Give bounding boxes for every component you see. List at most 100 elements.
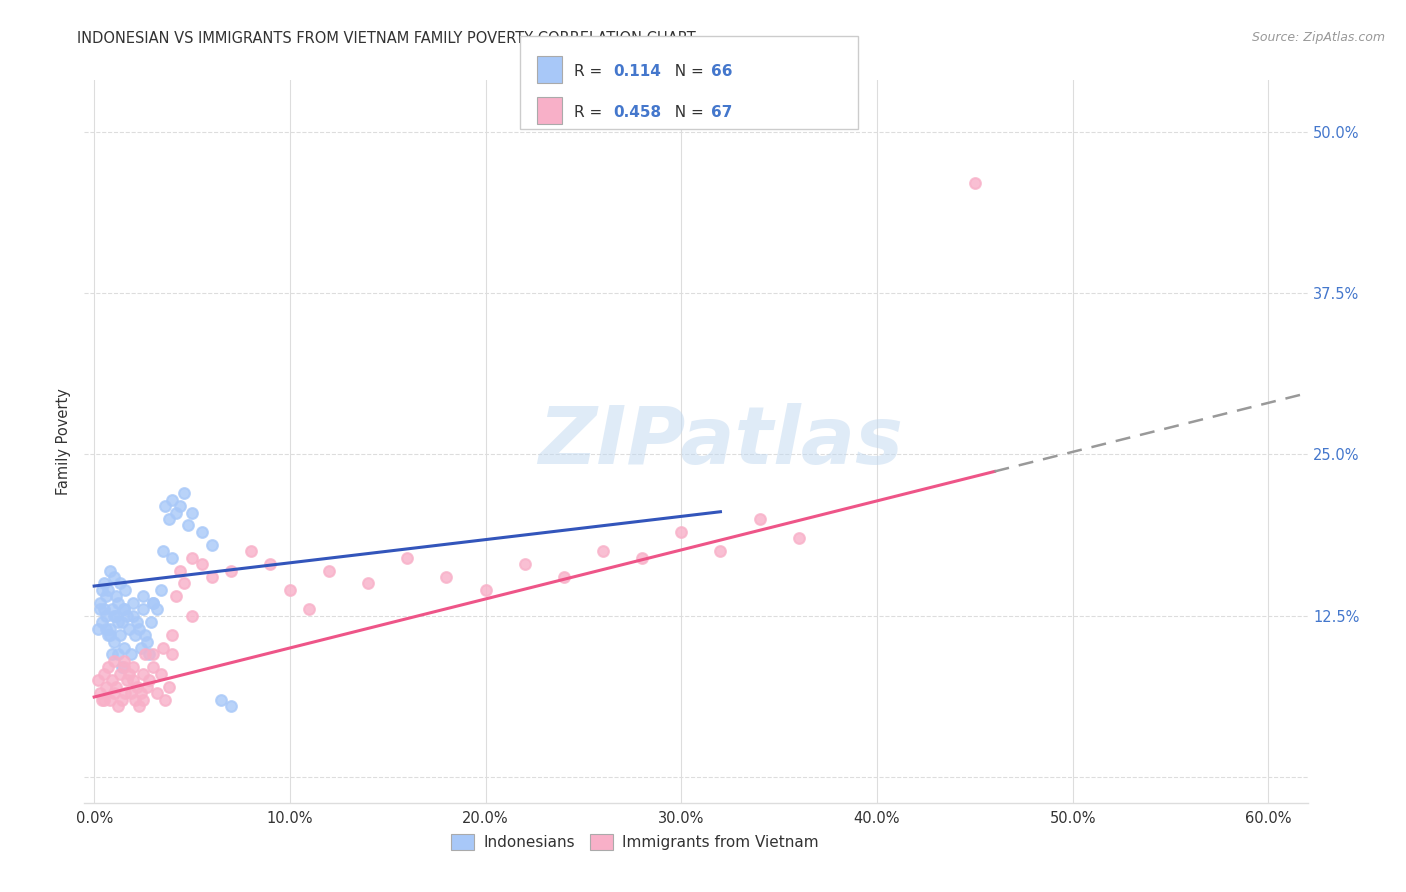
Point [94,590,117,604]
Point [136,680,159,694]
Point [153,692,176,706]
Point [278,582,301,597]
Point [146,686,169,700]
Point [122,596,145,610]
Point [165,590,187,604]
Point [134,628,156,642]
Point [142,648,165,662]
Point [219,564,242,578]
Point [631,550,654,565]
Point [110,660,132,674]
Point [671,524,693,539]
Point [157,512,180,526]
Point [93,576,115,591]
Point [127,680,149,694]
Text: R =: R = [574,105,607,120]
Point [146,602,169,616]
Point [709,544,731,558]
Point [165,506,187,520]
Point [169,499,191,513]
Point [98,628,121,642]
Point [136,634,159,648]
Legend: Indonesians, Immigrants from Vietnam: Indonesians, Immigrants from Vietnam [444,829,825,856]
Point [139,615,162,630]
Point [124,628,146,642]
Point [112,640,135,655]
Point [122,660,145,674]
Point [239,544,262,558]
Point [94,622,117,636]
Point [103,570,125,584]
Point [98,622,121,636]
Text: N =: N = [665,63,709,78]
Point [94,680,117,694]
Point [298,602,321,616]
Point [138,673,160,688]
Point [153,499,176,513]
Point [181,608,204,623]
Point [127,615,149,630]
Point [963,177,986,191]
Point [152,544,174,558]
Point [318,564,340,578]
Point [173,576,195,591]
Point [120,686,142,700]
Point [98,564,121,578]
Point [142,596,165,610]
Point [112,654,135,668]
Point [93,666,115,681]
Point [114,686,136,700]
Point [553,570,575,584]
Point [132,692,155,706]
Point [259,557,281,571]
Point [396,550,419,565]
Point [129,640,152,655]
Point [104,608,127,623]
Point [149,666,172,681]
Text: 0.458: 0.458 [613,105,661,120]
Point [103,686,125,700]
Point [181,506,204,520]
Point [134,648,156,662]
Point [112,660,135,674]
Point [117,608,139,623]
Point [110,692,132,706]
Point [132,666,155,681]
Point [89,602,111,616]
Point [108,576,131,591]
Point [117,673,139,688]
Point [436,570,458,584]
Point [142,596,165,610]
Point [107,699,129,714]
Point [129,686,152,700]
Point [162,628,184,642]
Point [120,648,142,662]
Point [152,640,174,655]
Text: INDONESIAN VS IMMIGRANTS FROM VIETNAM FAMILY POVERTY CORRELATION CHART: INDONESIAN VS IMMIGRANTS FROM VIETNAM FA… [77,31,696,46]
Point [103,634,125,648]
Point [104,590,127,604]
Point [128,622,150,636]
Point [97,660,120,674]
Point [787,531,810,545]
Point [128,699,150,714]
Point [97,628,120,642]
Point [592,544,614,558]
Point [98,692,121,706]
Point [122,608,145,623]
Point [138,648,160,662]
Point [100,648,122,662]
Point [219,699,242,714]
Point [200,538,222,552]
Point [100,602,122,616]
Point [87,673,110,688]
Text: 67: 67 [711,105,733,120]
Point [191,557,214,571]
Y-axis label: Family Poverty: Family Poverty [56,388,72,495]
Point [118,622,141,636]
Point [122,673,145,688]
Point [209,692,232,706]
Point [124,692,146,706]
Point [149,582,172,597]
Point [748,512,770,526]
